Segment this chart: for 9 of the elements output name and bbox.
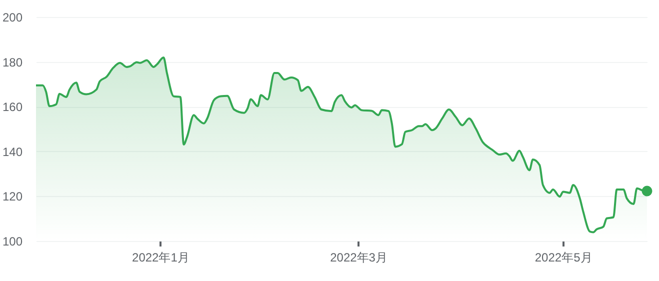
y-tick-label: 200: [2, 10, 23, 24]
x-tick-label: 2022年5月: [534, 250, 592, 264]
y-tick-label: 180: [2, 55, 23, 70]
y-tick-label: 160: [2, 100, 23, 114]
x-tick-label: 2022年1月: [132, 250, 190, 264]
y-tick-label: 100: [2, 234, 23, 248]
y-tick-label: 140: [2, 144, 23, 159]
y-tick-label: 120: [2, 190, 23, 204]
x-tick-label: 2022年3月: [330, 250, 388, 264]
